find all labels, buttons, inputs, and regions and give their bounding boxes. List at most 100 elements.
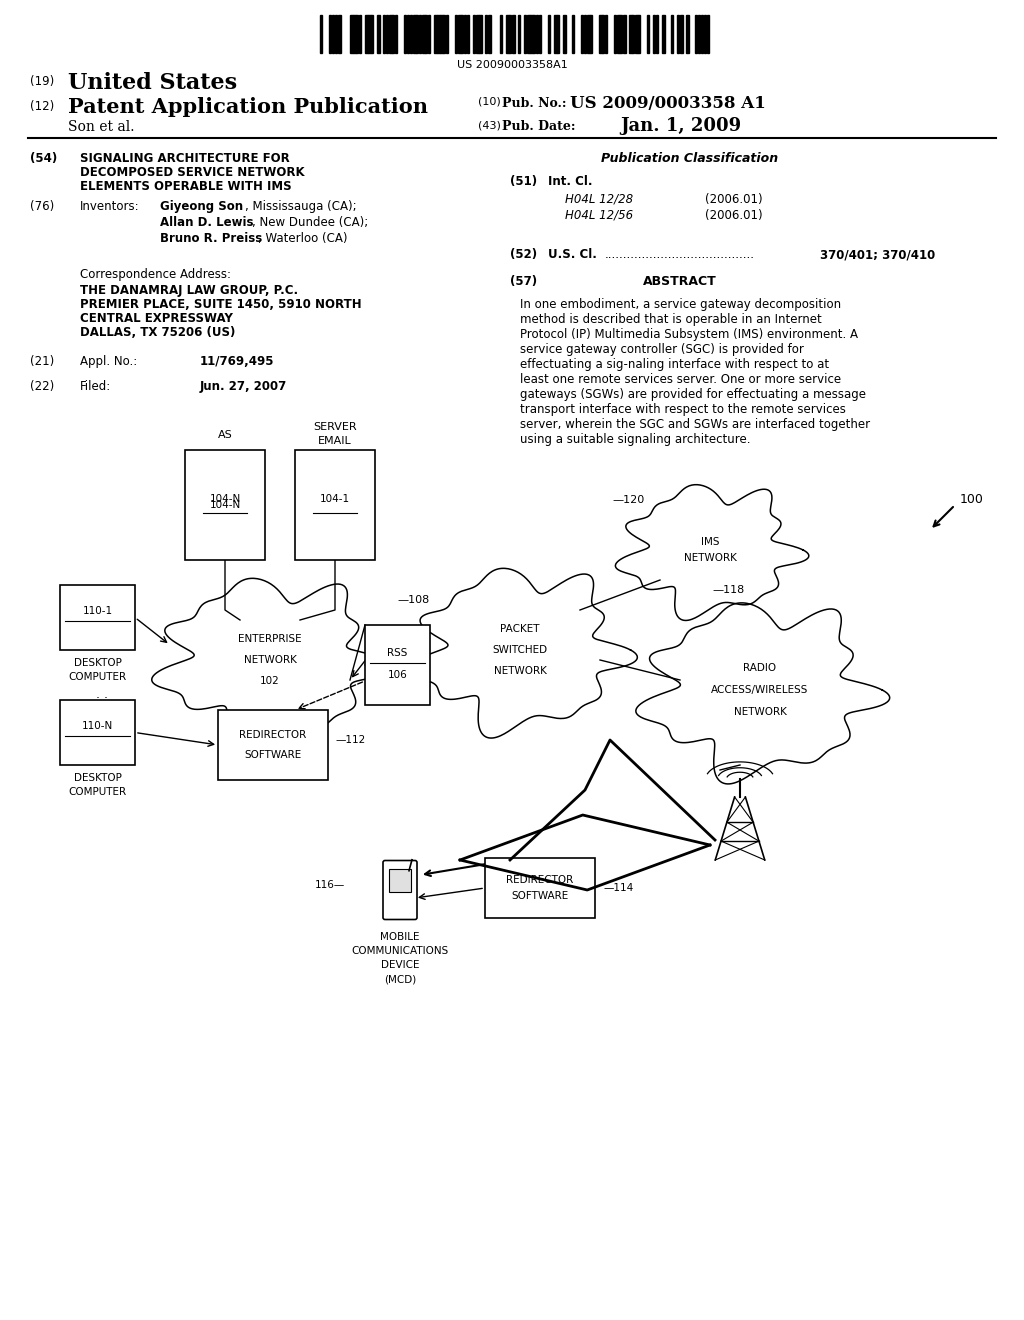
Text: H04L 12/28: H04L 12/28 bbox=[565, 193, 633, 206]
Text: Pub. Date:: Pub. Date: bbox=[502, 120, 575, 133]
Bar bbox=[332, 15, 335, 53]
Text: DESKTOP: DESKTOP bbox=[74, 657, 122, 668]
Bar bbox=[434, 15, 436, 53]
Bar bbox=[572, 15, 574, 53]
Text: , New Dundee (CA);: , New Dundee (CA); bbox=[252, 216, 369, 228]
Text: 104-N: 104-N bbox=[209, 500, 241, 510]
Bar bbox=[365, 15, 368, 53]
Bar bbox=[534, 15, 535, 53]
Bar bbox=[60, 700, 135, 766]
Bar bbox=[467, 15, 469, 53]
Text: DECOMPOSED SERVICE NETWORK: DECOMPOSED SERVICE NETWORK bbox=[80, 166, 304, 180]
Text: 106: 106 bbox=[388, 669, 408, 680]
Text: NETWORK: NETWORK bbox=[244, 655, 296, 665]
Text: (52): (52) bbox=[510, 248, 538, 261]
Text: Bruno R. Preiss: Bruno R. Preiss bbox=[160, 232, 262, 246]
Text: RSS: RSS bbox=[387, 648, 408, 657]
Bar bbox=[599, 15, 602, 53]
Bar bbox=[383, 15, 385, 53]
Bar bbox=[686, 15, 689, 53]
Bar bbox=[698, 15, 700, 53]
Text: , Mississauga (CA);: , Mississauga (CA); bbox=[245, 201, 356, 213]
Bar bbox=[518, 15, 520, 53]
Text: SOFTWARE: SOFTWARE bbox=[511, 891, 568, 902]
Bar bbox=[620, 15, 623, 53]
Text: (2006.01): (2006.01) bbox=[705, 209, 763, 222]
Text: service gateway controller (SGC) is provided for: service gateway controller (SGC) is prov… bbox=[520, 343, 804, 356]
Bar bbox=[506, 15, 509, 53]
Bar bbox=[527, 15, 529, 53]
Polygon shape bbox=[615, 484, 809, 620]
Bar bbox=[584, 15, 586, 53]
Text: transport interface with respect to the remote services: transport interface with respect to the … bbox=[520, 403, 846, 416]
Bar bbox=[425, 15, 427, 53]
Bar bbox=[524, 15, 526, 53]
Text: ENTERPRISE: ENTERPRISE bbox=[239, 634, 302, 644]
Bar bbox=[590, 15, 592, 53]
Bar bbox=[656, 15, 658, 53]
Text: using a suitable signaling architecture.: using a suitable signaling architecture. bbox=[520, 433, 751, 446]
Bar bbox=[440, 15, 442, 53]
Text: 116—: 116— bbox=[314, 880, 345, 890]
Bar bbox=[295, 450, 375, 560]
Bar bbox=[455, 15, 458, 53]
Text: (22): (22) bbox=[30, 380, 54, 393]
Bar bbox=[701, 15, 703, 53]
Text: Protocol (IP) Multimedia Subsystem (IMS) environment. A: Protocol (IP) Multimedia Subsystem (IMS)… bbox=[520, 327, 858, 341]
Text: 11/769,495: 11/769,495 bbox=[200, 355, 274, 368]
Bar bbox=[416, 15, 418, 53]
Bar bbox=[350, 15, 352, 53]
Text: In one embodiment, a service gateway decomposition: In one embodiment, a service gateway dec… bbox=[520, 298, 841, 312]
Text: Jan. 1, 2009: Jan. 1, 2009 bbox=[620, 117, 741, 135]
Text: 370/401; 370/410: 370/401; 370/410 bbox=[820, 248, 935, 261]
Bar bbox=[617, 15, 620, 53]
Bar bbox=[446, 15, 449, 53]
Bar bbox=[319, 15, 322, 53]
Text: 102: 102 bbox=[260, 676, 280, 686]
Bar bbox=[413, 15, 416, 53]
Text: method is described that is operable in an Internet: method is described that is operable in … bbox=[520, 313, 821, 326]
Text: Filed:: Filed: bbox=[80, 380, 112, 393]
Text: (12): (12) bbox=[30, 100, 54, 114]
Text: CENTRAL EXPRESSWAY: CENTRAL EXPRESSWAY bbox=[80, 312, 232, 325]
Polygon shape bbox=[408, 569, 637, 738]
Text: SERVER: SERVER bbox=[313, 422, 356, 432]
Text: AS: AS bbox=[218, 430, 232, 440]
Bar bbox=[485, 15, 487, 53]
Text: ELEMENTS OPERABLE WITH IMS: ELEMENTS OPERABLE WITH IMS bbox=[80, 180, 292, 193]
Text: (10): (10) bbox=[478, 96, 501, 107]
Text: United States: United States bbox=[68, 73, 238, 94]
Bar bbox=[437, 15, 440, 53]
Text: Int. Cl.: Int. Cl. bbox=[548, 176, 593, 187]
Bar bbox=[509, 15, 511, 53]
Bar bbox=[602, 15, 603, 53]
Text: US 2009/0003358 A1: US 2009/0003358 A1 bbox=[570, 95, 766, 112]
Text: —108: —108 bbox=[397, 595, 430, 605]
Bar bbox=[705, 15, 707, 53]
Text: PACKET: PACKET bbox=[501, 624, 540, 634]
Bar bbox=[614, 15, 616, 53]
Bar bbox=[605, 15, 607, 53]
Bar bbox=[479, 15, 482, 53]
Bar bbox=[353, 15, 356, 53]
Bar bbox=[629, 15, 632, 53]
Text: Son et al.: Son et al. bbox=[68, 120, 134, 135]
Text: ACCESS/WIRELESS: ACCESS/WIRELESS bbox=[712, 685, 809, 696]
Text: —112: —112 bbox=[336, 735, 367, 744]
Text: DEVICE: DEVICE bbox=[381, 960, 419, 970]
Bar bbox=[536, 15, 539, 53]
Text: ABSTRACT: ABSTRACT bbox=[643, 275, 717, 288]
Text: RADIO: RADIO bbox=[743, 663, 776, 673]
Bar bbox=[500, 15, 502, 53]
Text: 104-N: 104-N bbox=[209, 495, 241, 504]
Bar bbox=[368, 15, 371, 53]
Text: COMPUTER: COMPUTER bbox=[69, 787, 127, 797]
Bar bbox=[653, 15, 654, 53]
Text: . .: . . bbox=[96, 688, 109, 701]
Text: 110-N: 110-N bbox=[82, 721, 113, 731]
Bar bbox=[485, 858, 595, 917]
Text: SOFTWARE: SOFTWARE bbox=[245, 750, 302, 760]
Bar bbox=[335, 15, 338, 53]
Bar bbox=[635, 15, 638, 53]
Text: PREMIER PLACE, SUITE 1450, 5910 NORTH: PREMIER PLACE, SUITE 1450, 5910 NORTH bbox=[80, 298, 361, 312]
